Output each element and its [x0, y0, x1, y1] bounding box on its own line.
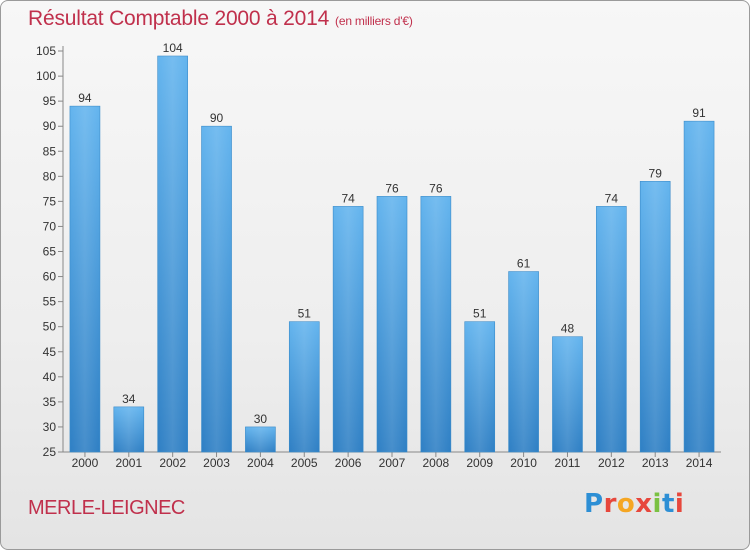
bar-shine — [508, 271, 539, 452]
y-tick-label: 70 — [43, 219, 57, 233]
bar-shine — [377, 196, 407, 452]
data-label-2009: 51 — [473, 307, 487, 321]
chart-title-main: Résultat Comptable 2000 à 2014 — [28, 7, 330, 30]
x-tick-label: 2008 — [423, 456, 450, 470]
data-label-2011: 48 — [561, 322, 575, 336]
x-tick-label: 2014 — [686, 456, 713, 470]
bar-shine — [289, 321, 320, 452]
x-tick-label: 2003 — [203, 456, 230, 470]
bar-shine — [596, 206, 627, 452]
data-label-2000: 94 — [78, 91, 92, 105]
logo-letter: P — [584, 489, 604, 519]
proxiti-logo[interactable]: Proxiti — [584, 489, 684, 519]
x-tick-label: 2001 — [115, 456, 142, 470]
bars — [69, 55, 715, 453]
logo-letter: o — [616, 489, 636, 519]
chart-title: Résultat Comptable 2000 à 2014 (en millie… — [28, 7, 413, 31]
y-tick-label: 105 — [36, 44, 56, 58]
bar-shine — [464, 321, 495, 452]
y-tick-label: 50 — [43, 320, 57, 334]
x-tick-label: 2006 — [335, 456, 362, 470]
y-tick-label: 90 — [43, 119, 57, 133]
y-tick-label: 60 — [43, 270, 57, 284]
data-label-2001: 34 — [122, 392, 136, 406]
logo-letter: i — [674, 489, 685, 519]
y-tick-label: 65 — [43, 245, 57, 259]
bar-shine — [113, 406, 144, 452]
data-label-2012: 74 — [605, 191, 619, 205]
data-label-2007: 76 — [385, 181, 399, 195]
y-tick-label: 80 — [43, 169, 57, 183]
bar-shine — [420, 196, 451, 452]
x-tick-label: 2002 — [159, 456, 186, 470]
y-tick-label: 40 — [43, 370, 57, 384]
data-label-2004: 30 — [254, 412, 268, 426]
x-tick-label: 2000 — [72, 456, 99, 470]
y-tick-label: 100 — [36, 69, 56, 83]
x-tick-label: 2009 — [466, 456, 493, 470]
data-label-2013: 79 — [649, 166, 663, 180]
y-tick-label: 25 — [43, 445, 57, 459]
chart-title-unit: (en milliers d'€) — [335, 14, 413, 28]
y-tick-label: 95 — [43, 94, 57, 108]
y-tick-label: 35 — [43, 395, 57, 409]
x-tick-label: 2012 — [598, 456, 625, 470]
bar-shine — [333, 206, 364, 452]
bar-shine — [552, 336, 583, 452]
bar-shine — [69, 106, 100, 452]
data-label-2005: 51 — [298, 307, 312, 321]
logo-letter: i — [652, 489, 662, 519]
x-tick-label: 2010 — [510, 456, 537, 470]
data-label-2008: 76 — [429, 181, 443, 195]
x-tick-label: 2004 — [247, 456, 274, 470]
y-axis: 25 30 35 40 45 50 55 60 65 70 75 80 85 90 95 100 105 — [36, 44, 64, 459]
x-tick-label: 2005 — [291, 456, 318, 470]
y-tick-label: 85 — [43, 144, 57, 158]
data-label-2014: 91 — [692, 106, 706, 120]
data-labels: 94 34 104 90 30 51 74 76 76 51 61 48 74 79 91 — [78, 41, 706, 426]
data-label-2002: 104 — [163, 41, 183, 55]
x-axis: 2000 2001 2002 2003 2004 2005 2006 2007 2008 2009… — [58, 451, 721, 470]
data-label-2010: 61 — [517, 257, 531, 271]
town-name: MERLE-LEIGNEC — [28, 497, 185, 519]
bar-shine — [684, 121, 715, 453]
data-label-2003: 90 — [210, 111, 224, 125]
bar-shine — [245, 426, 276, 452]
y-tick-label: 30 — [43, 420, 57, 434]
logo-letter: r — [603, 489, 617, 519]
bar-shine — [640, 181, 671, 452]
x-tick-label: 2011 — [555, 456, 581, 470]
x-tick-label: 2013 — [642, 456, 669, 470]
y-tick-label: 55 — [43, 295, 57, 309]
logo-letter: t — [661, 489, 675, 519]
logo-letter: x — [635, 489, 653, 519]
y-tick-label: 75 — [43, 194, 57, 208]
y-tick-label: 45 — [43, 345, 57, 359]
x-tick-label: 2007 — [379, 456, 406, 470]
bar-shine — [201, 126, 232, 452]
bar-shine — [157, 56, 188, 452]
data-label-2006: 74 — [341, 191, 355, 205]
